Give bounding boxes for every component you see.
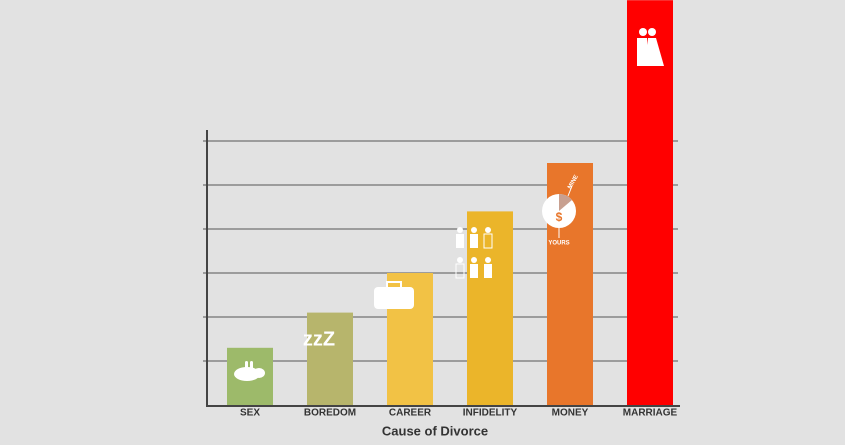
grid <box>203 140 678 362</box>
bar <box>307 312 353 405</box>
suitcase-icon <box>374 281 414 309</box>
bar <box>627 0 673 405</box>
x-tick-label: MONEY <box>552 408 589 419</box>
money-icon <box>542 185 576 238</box>
yours-label: YOURS <box>548 241 569 247</box>
money-symbol: $ <box>556 210 563 224</box>
x-tick-label: BOREDOM <box>304 408 356 419</box>
x-tick-label: INFIDELITY <box>463 408 518 419</box>
bars <box>227 0 673 405</box>
wedding-icon <box>637 28 664 66</box>
x-axis-label: Cause of Divorce <box>382 423 488 438</box>
x-tick-label: CAREER <box>389 408 432 419</box>
people-icon <box>455 227 493 279</box>
rabbit-icon <box>234 361 265 381</box>
x-tick-label: MARRIAGE <box>623 408 678 419</box>
sleep-icon-text: zzZ <box>303 328 335 350</box>
x-tick-label: SEX <box>240 408 260 419</box>
